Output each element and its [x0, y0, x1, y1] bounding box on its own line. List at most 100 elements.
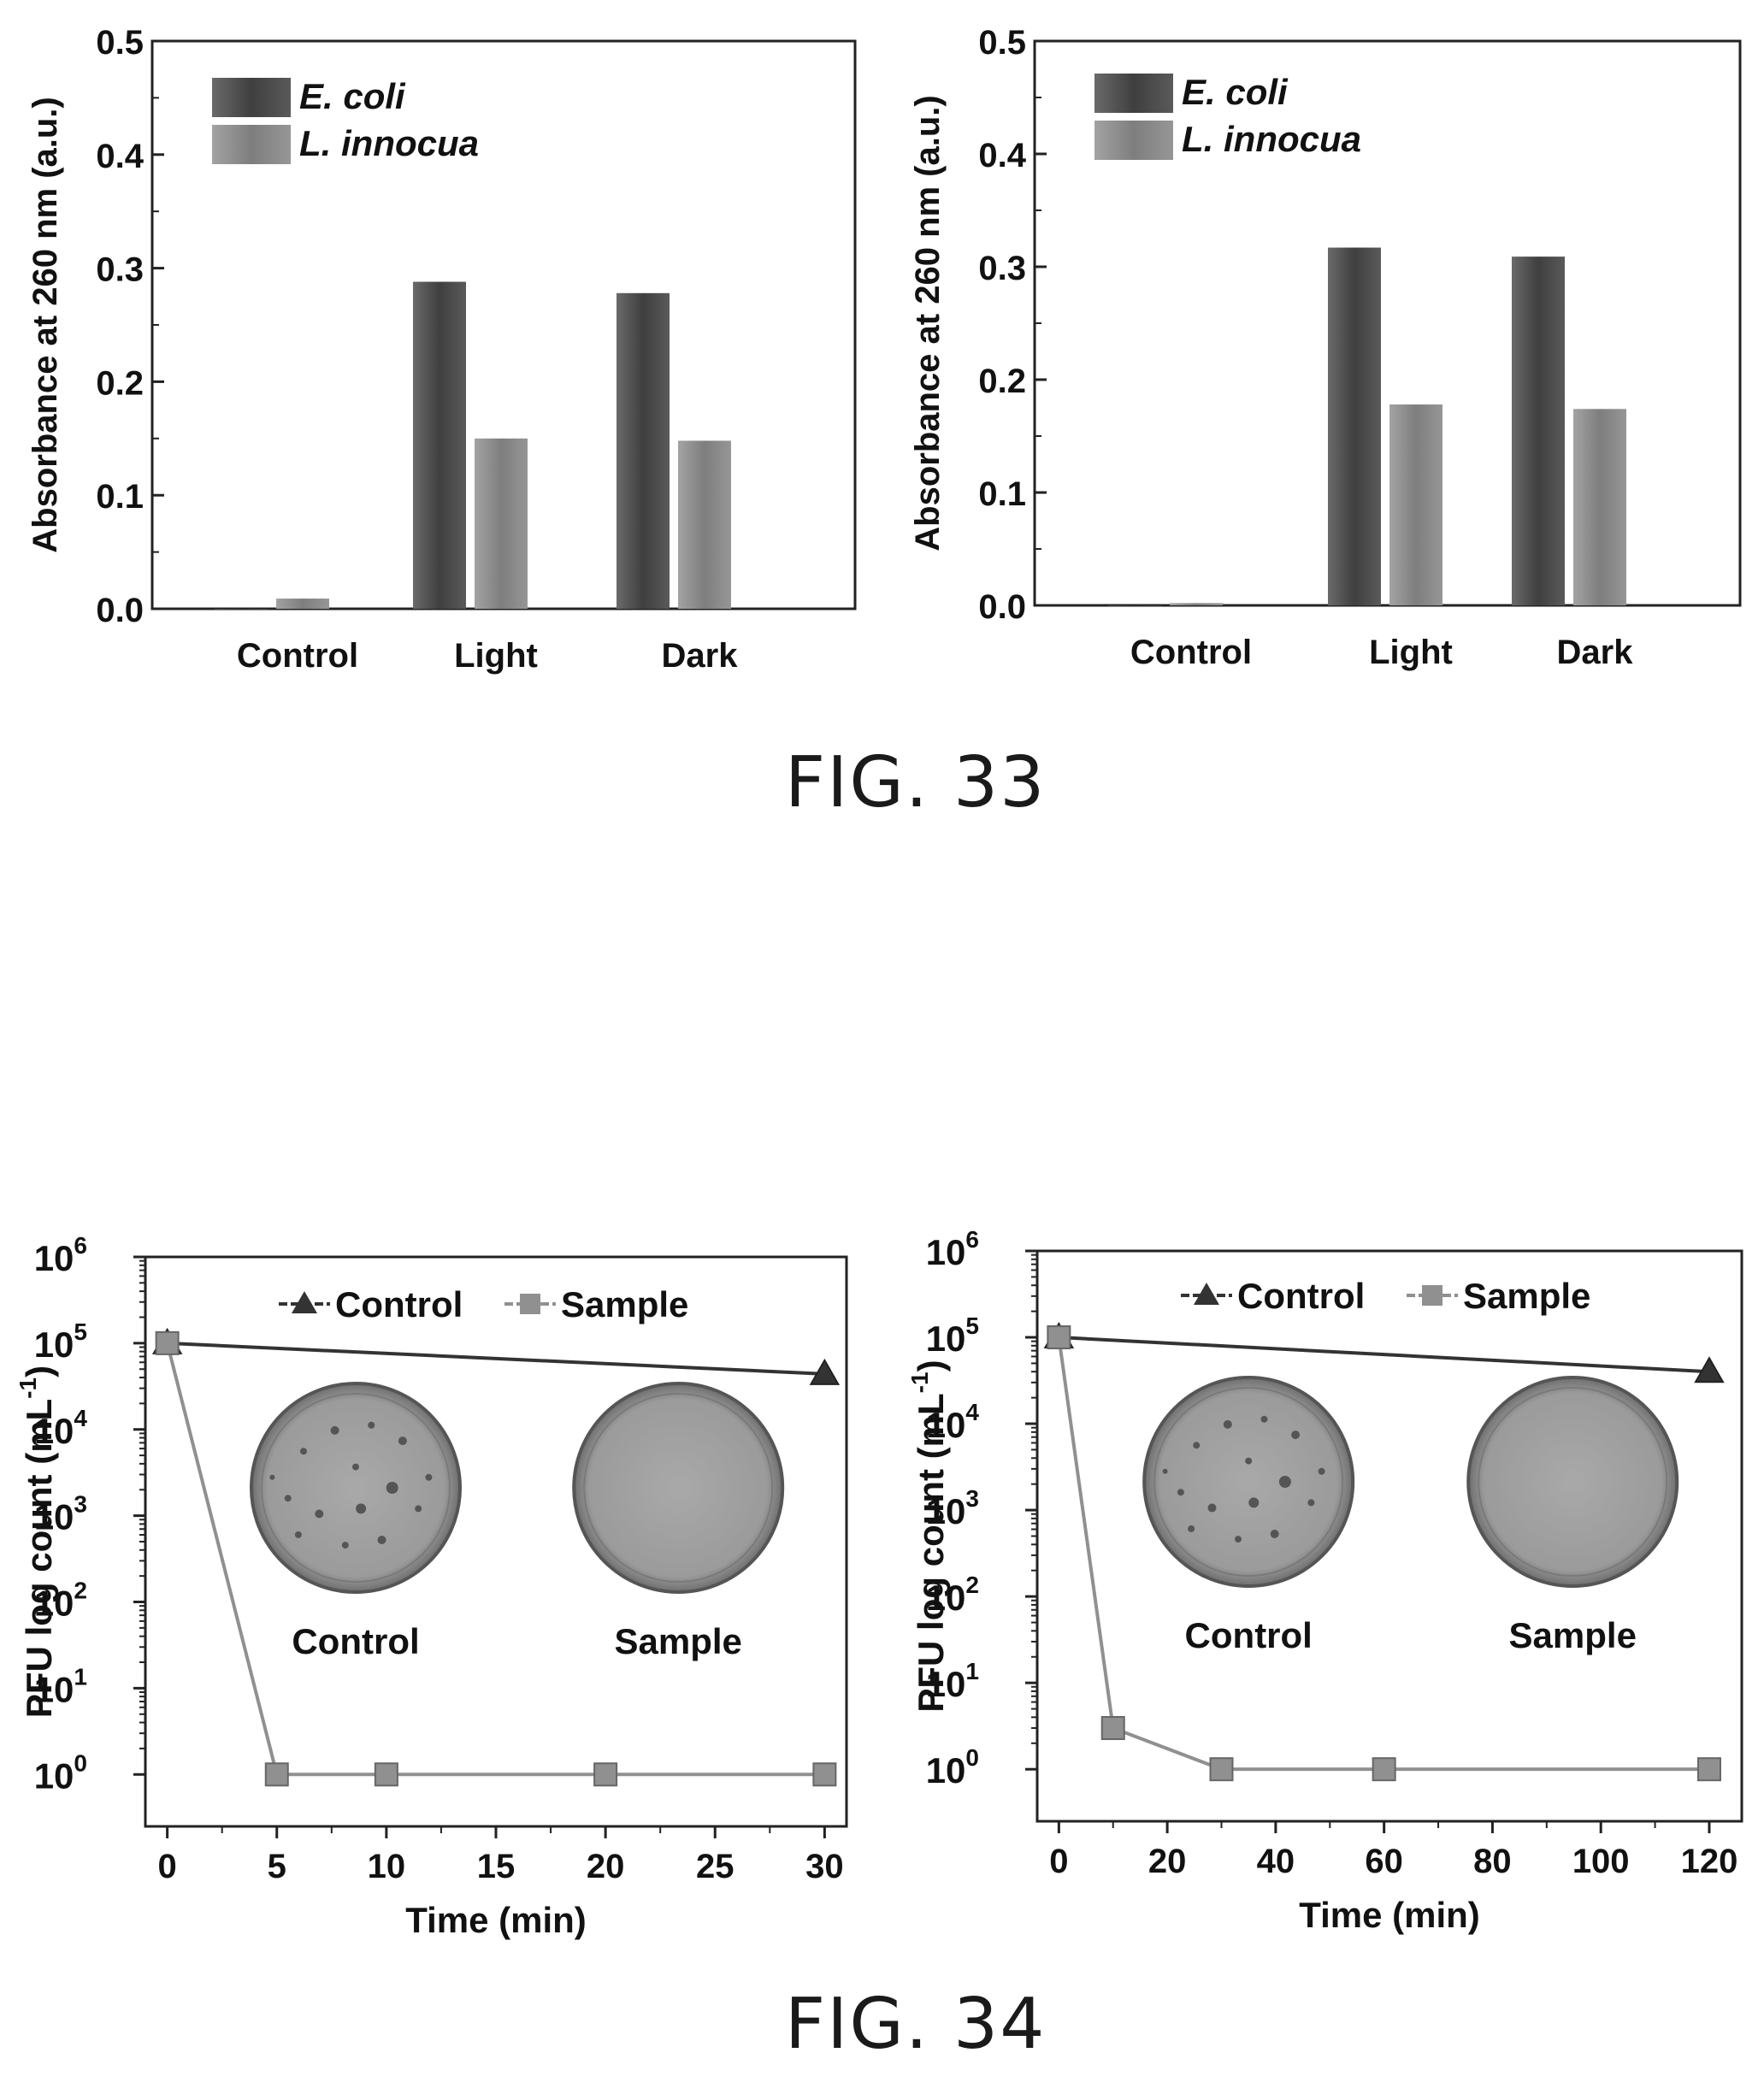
y-tick-label: 0.5: [96, 24, 144, 62]
plaque-spot: [294, 1531, 302, 1538]
plaque-spot: [1260, 1415, 1268, 1423]
point-sample: [1100, 1715, 1125, 1740]
legend-label-e-coli: E. coli: [1182, 72, 1289, 112]
plaque-spot: [1291, 1430, 1301, 1440]
series-line-control: [1059, 1336, 1710, 1374]
legend-swatch-e-coli: [1094, 74, 1173, 113]
point-sample: [1209, 1757, 1234, 1782]
legend-swatch-l-innocua: [212, 125, 291, 164]
legend-label-e-coli: E. coli: [299, 76, 406, 116]
plaque-spot: [1278, 1476, 1291, 1488]
y-tick-label: 100: [926, 1744, 979, 1790]
legend-marker-control: [292, 1291, 317, 1313]
plaque-spot: [300, 1448, 307, 1455]
bar-l-innocua-light: [1389, 404, 1442, 605]
plaque-spot: [356, 1503, 367, 1514]
y-tick-label: 0.3: [96, 251, 144, 289]
y-tick-label: 0.1: [978, 475, 1026, 513]
plaque-spot: [352, 1463, 359, 1471]
y-tick-label: 106: [34, 1232, 87, 1278]
bar-l-innocua-control: [276, 599, 329, 609]
y-axis-label: PFU log count (mL-1): [15, 1366, 59, 1718]
bar-e-coli-dark: [617, 292, 670, 609]
y-tick-label: 0.2: [96, 364, 144, 402]
plaque-spot: [1223, 1419, 1232, 1429]
y-tick-label: 106: [926, 1226, 979, 1272]
plaque-spot: [315, 1509, 324, 1519]
x-tick-label: 60: [1365, 1843, 1403, 1880]
x-category-label: Dark: [1557, 634, 1634, 671]
y-tick-label: 0.0: [96, 592, 144, 629]
y-tick-label: 0.0: [978, 588, 1026, 626]
figure-33-caption: FIG. 33: [785, 742, 1047, 823]
bar-l-innocua-dark: [1573, 409, 1626, 605]
bar-e-coli-light: [1328, 247, 1381, 605]
bar-l-innocua-light: [475, 438, 528, 609]
plaque-spot: [1177, 1489, 1184, 1496]
bar-chart-1: 0.0 0.1 0.2 0.3 0.4 0.5 Absorbance at 260 nm (…: [27, 24, 857, 675]
x-axis-label: Time (min): [1299, 1895, 1480, 1935]
plaque-spot: [386, 1482, 398, 1494]
dish-label-control: Control: [292, 1621, 419, 1661]
plaque-spot: [1307, 1499, 1315, 1507]
bar-e-coli-light: [413, 281, 466, 609]
figure-34-caption: FIG. 34: [785, 1984, 1047, 2065]
bar-l-innocua-control: [1170, 603, 1223, 605]
y-tick-label: 100: [34, 1749, 87, 1796]
plaque-spot: [341, 1542, 349, 1549]
petri-dish-control: [250, 1382, 462, 1594]
plaque-spot: [1207, 1503, 1217, 1513]
point-sample: [1696, 1757, 1721, 1782]
plaque-spot: [1193, 1442, 1201, 1449]
plaque-spot: [1248, 1497, 1260, 1508]
petri-dish-rim: [572, 1382, 785, 1594]
x-tick-label: 120: [1681, 1843, 1738, 1880]
y-tick-label: 0.1: [96, 478, 144, 516]
x-tick-label: 80: [1473, 1843, 1512, 1880]
legend-marker-control: [1194, 1283, 1219, 1305]
bar-e-coli-control: [215, 609, 268, 610]
point-sample: [593, 1762, 618, 1787]
y-tick-label: 105: [34, 1318, 87, 1365]
point-control: [1694, 1356, 1725, 1383]
y-tick-label: 0.2: [978, 363, 1026, 400]
series-line-control: [167, 1341, 825, 1376]
dish-label-control: Control: [1185, 1615, 1313, 1655]
y-axis-label: Absorbance at 260 nm (a.u.): [909, 95, 947, 551]
petri-dish-sample: [572, 1382, 785, 1594]
petri-dish-inner: [261, 1393, 451, 1583]
petri-dish-inner: [1478, 1387, 1668, 1577]
petri-dish-inner: [583, 1393, 774, 1583]
legend-label-l-innocua: L. innocua: [1182, 119, 1361, 159]
bar-l-innocua-dark: [678, 440, 731, 609]
legend-label-control: Control: [335, 1284, 463, 1324]
petri-dish-rim: [1466, 1376, 1679, 1588]
point-sample: [1372, 1757, 1396, 1782]
plaque-spot: [415, 1505, 422, 1513]
plaque-spot: [398, 1436, 407, 1446]
x-category-label: Light: [1369, 634, 1453, 671]
petri-dish-rim: [250, 1382, 462, 1594]
plaque-spot: [284, 1495, 292, 1502]
point-sample: [374, 1762, 398, 1787]
x-tick-label: 0: [158, 1848, 177, 1885]
x-tick-label: 100: [1572, 1843, 1630, 1880]
plaque-spot: [377, 1536, 386, 1544]
x-tick-label: 0: [1049, 1843, 1068, 1880]
legend-label-l-innocua: L. innocua: [299, 123, 479, 163]
plaque-spot: [1162, 1468, 1168, 1474]
petri-dish-control: [1142, 1376, 1355, 1588]
legend-label-control: Control: [1237, 1276, 1365, 1316]
plaque-spot: [269, 1474, 275, 1480]
x-tick-label: 20: [1148, 1843, 1187, 1880]
x-tick-label: 30: [805, 1848, 844, 1885]
legend-swatch-l-innocua: [1094, 121, 1173, 160]
x-category-label: Control: [237, 637, 358, 675]
y-tick-label: 0.4: [96, 138, 144, 175]
x-tick-label: 10: [368, 1848, 406, 1885]
x-tick-label: 15: [477, 1848, 516, 1885]
plaque-spot: [1188, 1525, 1195, 1532]
point-sample: [812, 1762, 837, 1787]
